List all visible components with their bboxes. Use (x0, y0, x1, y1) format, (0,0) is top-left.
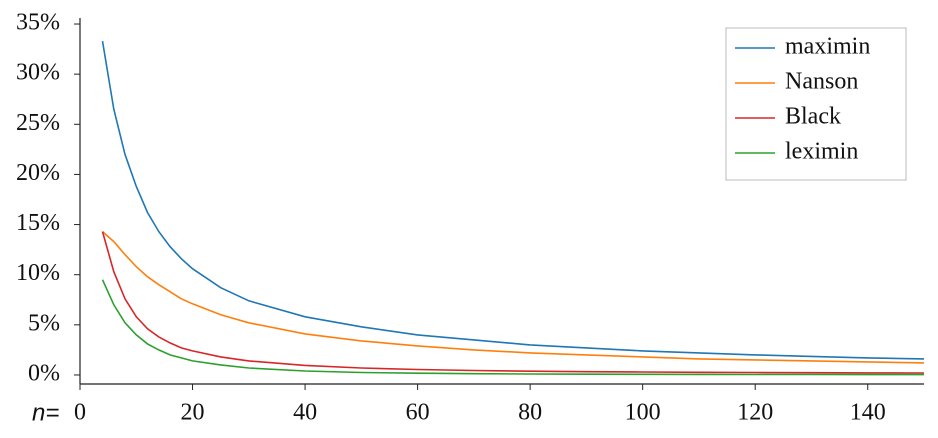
x-tick-label: 40 (293, 400, 317, 426)
legend-label: leximin (785, 139, 858, 165)
y-tick-label: 30% (16, 60, 60, 86)
y-tick-label: 20% (16, 160, 60, 186)
legend-label: Black (785, 104, 841, 130)
series-line (101, 231, 925, 374)
y-tick-label: 25% (16, 110, 60, 136)
legend-box (725, 27, 907, 181)
x-tick-label: 80 (518, 400, 542, 426)
series-line (101, 40, 925, 360)
x-tick-label: 0 (74, 400, 86, 426)
series-line (101, 279, 924, 376)
series-line (101, 231, 925, 364)
legend-label: maximin (785, 34, 870, 60)
legend-label: Nanson (785, 69, 858, 95)
x-axis-label: n= (32, 399, 59, 426)
y-tick-label: 10% (16, 260, 60, 286)
y-tick-label: 35% (16, 10, 60, 36)
y-tick-label: 5% (28, 310, 60, 336)
x-tick-label: 20 (181, 400, 205, 426)
x-tick-label: 120 (737, 400, 773, 426)
y-tick-label: 15% (16, 210, 60, 236)
x-tick-label: 140 (850, 400, 886, 426)
x-tick-label: 60 (406, 400, 430, 426)
x-tick-label: 100 (625, 400, 661, 426)
y-tick-label: 0% (28, 360, 60, 386)
